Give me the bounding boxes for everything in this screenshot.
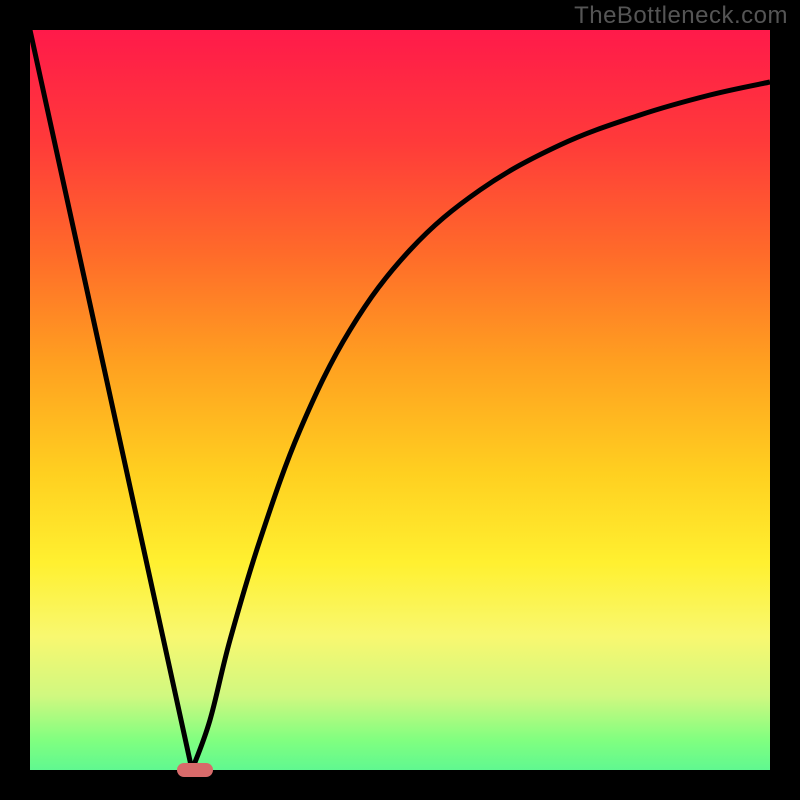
plot-background	[30, 30, 770, 770]
optimum-marker	[177, 763, 213, 777]
chart-svg	[0, 0, 800, 800]
watermark-text: TheBottleneck.com	[574, 2, 788, 30]
chart-container: TheBottleneck.com	[0, 0, 800, 800]
